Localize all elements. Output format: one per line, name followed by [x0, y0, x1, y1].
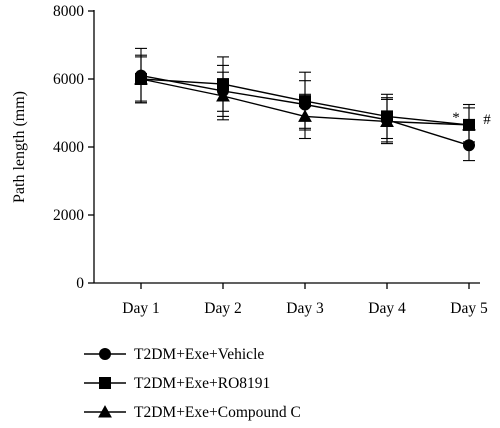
- data-point-triangle: [380, 114, 394, 128]
- legend-symbol: [84, 405, 126, 418]
- data-point-triangle: [462, 118, 476, 131]
- x-tick-label: Day 5: [450, 300, 488, 317]
- annotations-layer: * #: [452, 110, 491, 128]
- data-point-triangle: [298, 109, 312, 122]
- y-axis-ticks: 0 2000 4000 6000 8000: [53, 3, 94, 292]
- legend-symbol: [84, 348, 126, 360]
- data-point-triangle: [216, 89, 230, 102]
- legend-label: T2DM+Exe+RO8191: [134, 375, 271, 392]
- series-triangle: [134, 56, 476, 145]
- x-axis-ticks: Day 1 Day 2 Day 3 Day 4 Day 5: [122, 283, 488, 317]
- legend-symbol: [84, 377, 126, 389]
- legend-label: T2DM+Exe+Vehicle: [134, 346, 265, 363]
- y-tick-label: 8000: [53, 3, 84, 20]
- data-point-triangle: [98, 405, 112, 418]
- significance-annotation: #: [483, 112, 491, 128]
- significance-annotation: *: [452, 110, 460, 126]
- legend-label: T2DM+Exe+Compound C: [134, 404, 301, 421]
- data-point-circle: [99, 348, 111, 360]
- y-tick-label: 4000: [53, 139, 84, 156]
- y-tick-label: 0: [76, 275, 84, 292]
- data-point-square: [99, 377, 111, 389]
- y-tick-label: 6000: [53, 71, 84, 88]
- x-tick-label: Day 4: [368, 300, 406, 317]
- x-tick-label: Day 2: [204, 300, 241, 317]
- y-axis-label: Path length (mm): [11, 91, 28, 203]
- series-layer: [134, 47, 476, 162]
- x-tick-label: Day 1: [122, 300, 159, 317]
- x-tick-label: Day 3: [286, 300, 324, 317]
- data-point-triangle: [134, 72, 148, 85]
- y-tick-label: 2000: [53, 207, 84, 224]
